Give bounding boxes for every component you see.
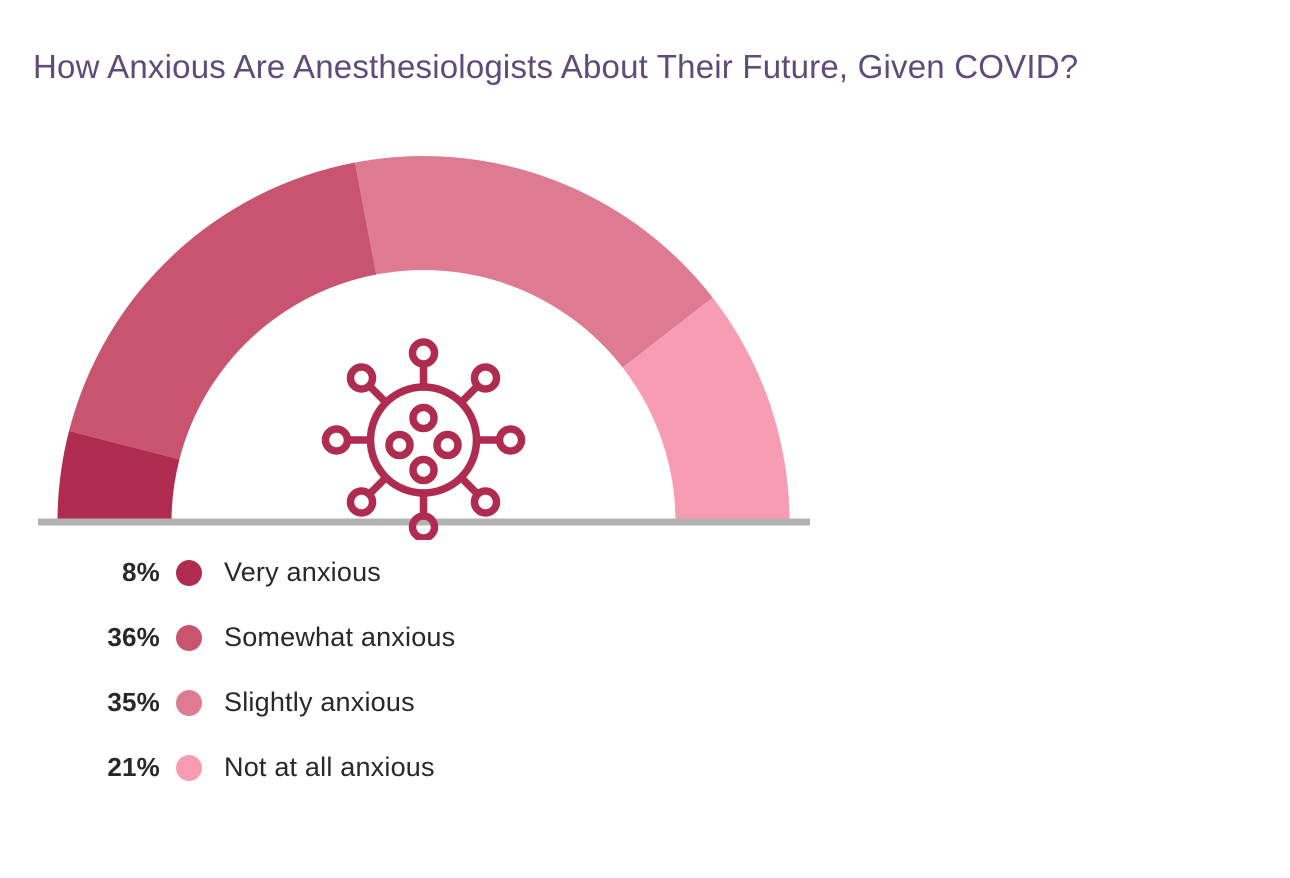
gauge-slice-slightly-anxious: [354, 156, 713, 368]
legend-dot-very-anxious: [176, 559, 202, 586]
legend-dot-somewhat-anxious: [176, 624, 202, 651]
legend-label: Slightly anxious: [224, 687, 415, 717]
gauge-slice-not-at-all-anxious: [622, 297, 790, 522]
coronavirus-icon: [321, 338, 526, 540]
legend-item[interactable]: 21% Not at all anxious: [0, 735, 700, 800]
legend-percentage: 36%: [107, 622, 160, 652]
gauge-chart: [30, 140, 830, 540]
legend: 8% Very anxious 36% Somewhat anxious 35% Slig…: [0, 540, 700, 800]
page-title: How Anxious Are Anesthesiologists About …: [33, 48, 1079, 86]
legend-dot-slightly-anxious: [176, 689, 202, 716]
legend-item[interactable]: 36% Somewhat anxious: [0, 605, 700, 670]
gauge-slice-somewhat-anxious: [68, 162, 377, 460]
legend-label: Not at all anxious: [224, 752, 435, 782]
legend-percentage: 35%: [107, 687, 160, 717]
semicircle-donut-gauge-svg: [38, 156, 810, 540]
gauge-slice-very-anxious: [57, 430, 180, 522]
gauge-slices: [57, 156, 790, 522]
legend-percentage: 8%: [122, 557, 160, 587]
legend-dot-not-at-all-anxious: [176, 754, 202, 781]
legend-percentage: 21%: [107, 752, 160, 782]
legend-item[interactable]: 35% Slightly anxious: [0, 670, 700, 735]
legend-item[interactable]: 8% Very anxious: [0, 540, 700, 605]
legend-label: Somewhat anxious: [224, 622, 456, 652]
legend-label: Very anxious: [224, 557, 381, 587]
